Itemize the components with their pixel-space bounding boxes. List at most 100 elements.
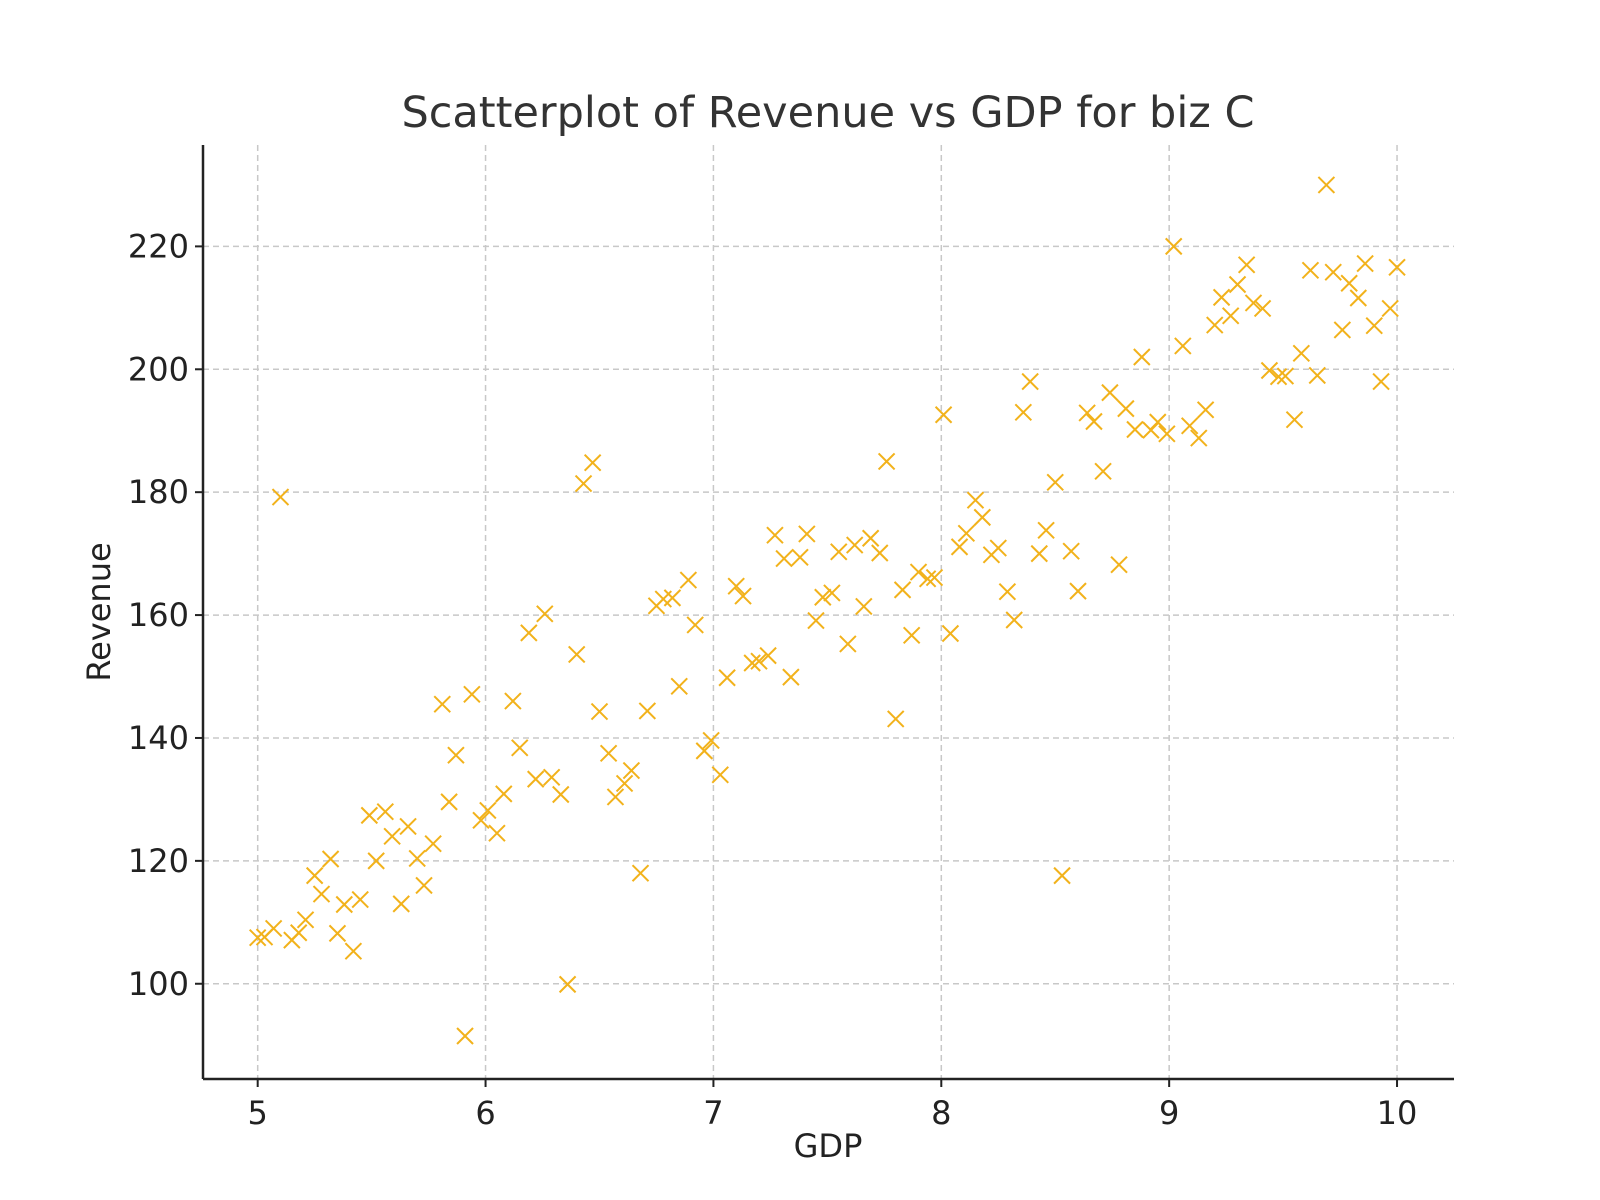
data-points [248, 176, 1406, 1045]
data-point [1174, 337, 1192, 355]
data-point [823, 584, 841, 602]
data-point [408, 849, 426, 868]
data-point [966, 491, 985, 509]
data-point [1228, 275, 1247, 294]
data-point [1388, 258, 1406, 276]
data-point [871, 544, 889, 562]
data-point [606, 788, 625, 806]
data-point [750, 652, 768, 670]
data-point [479, 801, 497, 820]
data-point [893, 581, 912, 599]
data-point [526, 770, 545, 788]
data-point [934, 406, 953, 424]
data-point [1372, 372, 1390, 391]
data-point [1085, 412, 1103, 431]
data-point [536, 605, 554, 623]
data-point [925, 568, 944, 587]
data-point [1126, 420, 1144, 439]
data-point [567, 645, 586, 664]
data-point [887, 710, 905, 728]
data-point [558, 975, 577, 994]
data-point [1158, 425, 1176, 443]
data-point [855, 597, 873, 616]
data-point [1285, 410, 1304, 429]
x-axis-label: GDP [794, 1127, 863, 1165]
data-point [1333, 321, 1352, 339]
data-point [791, 548, 809, 567]
data-point [845, 536, 864, 554]
data-point [1101, 383, 1119, 402]
data-point [702, 731, 720, 750]
data-point [711, 766, 729, 784]
data-point [1030, 544, 1048, 563]
data-point [289, 924, 308, 942]
data-point [695, 742, 714, 760]
data-point [1053, 866, 1071, 885]
data-point [312, 885, 331, 903]
data-point [734, 587, 752, 605]
x-tick-label: 6 [475, 1094, 495, 1132]
y-tick-label: 160 [128, 596, 189, 634]
y-tick-label: 140 [128, 719, 189, 757]
data-point [504, 692, 522, 710]
data-point [1365, 316, 1383, 335]
data-point [798, 525, 816, 543]
data-point [456, 1027, 474, 1045]
grid-lines [203, 145, 1454, 1079]
data-point [670, 677, 688, 696]
data-point [1005, 611, 1023, 629]
data-point [622, 761, 641, 780]
x-tick-label: 9 [1159, 1094, 1179, 1132]
data-point [424, 834, 442, 853]
data-point [1381, 299, 1399, 318]
data-point [351, 890, 369, 909]
data-point [463, 685, 481, 704]
data-point [1308, 366, 1326, 385]
y-tick-label: 180 [128, 473, 189, 511]
data-point [918, 570, 937, 588]
data-point [344, 942, 363, 960]
data-point [574, 474, 593, 493]
data-point [1110, 555, 1128, 574]
data-point [998, 583, 1017, 601]
data-point [383, 827, 401, 845]
x-tick-label: 10 [1377, 1094, 1418, 1132]
data-point [839, 635, 857, 653]
data-point [1133, 348, 1151, 366]
data-point [1276, 367, 1295, 385]
data-point [775, 549, 793, 568]
data-point [1349, 289, 1368, 307]
data-point [1244, 294, 1263, 312]
data-point [511, 739, 529, 757]
y-tick-label: 120 [128, 842, 189, 880]
y-axis-label: Revenue [80, 542, 118, 681]
data-point [941, 624, 960, 643]
y-tick-label: 100 [128, 965, 189, 1003]
data-point [1221, 307, 1240, 325]
data-point [663, 589, 682, 607]
axes [201, 145, 1454, 1081]
data-point [1324, 263, 1342, 281]
data-point [248, 928, 267, 947]
data-point [807, 611, 825, 630]
data-point [392, 895, 410, 913]
data-point [520, 624, 538, 642]
data-point [1237, 256, 1256, 274]
data-point [1253, 299, 1272, 318]
data-point [1206, 316, 1224, 334]
data-point [495, 785, 513, 803]
data-point [433, 695, 451, 713]
data-point [305, 866, 324, 885]
data-point [727, 577, 745, 595]
data-point [360, 806, 379, 825]
data-point [615, 774, 634, 793]
data-point [957, 524, 976, 543]
data-point [488, 824, 506, 842]
data-point [415, 876, 433, 895]
data-point [766, 526, 784, 544]
data-point [1021, 372, 1039, 391]
y-tick-label: 220 [128, 227, 189, 265]
data-point [909, 563, 928, 581]
